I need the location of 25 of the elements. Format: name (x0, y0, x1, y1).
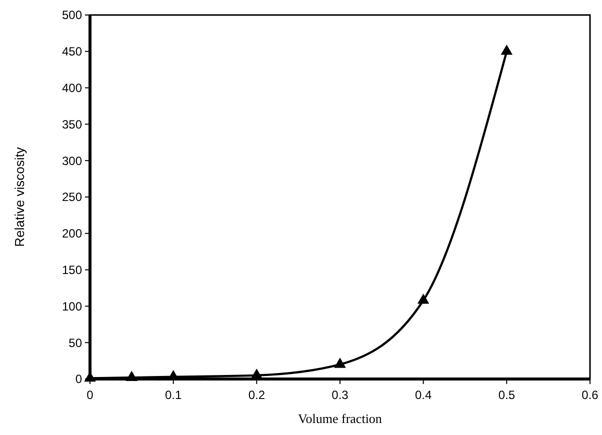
y-tick-label: 350 (62, 117, 82, 132)
x-tick-label: 0.1 (164, 388, 182, 402)
x-tick-label: 0.6 (582, 388, 599, 402)
y-tick-label: 300 (62, 154, 82, 168)
x-tick-label: 0.4 (414, 388, 432, 402)
y-tick-label: 250 (62, 190, 82, 204)
point (417, 294, 430, 304)
y-axis-title: Relative viscosity (12, 146, 27, 247)
y-tick-label: 450 (62, 44, 82, 59)
x-axis-title: Volume fraction (298, 411, 382, 426)
y-tick-label: 400 (62, 81, 82, 95)
y-tick-label: 50 (68, 336, 82, 350)
x-tick-label: 0.5 (498, 388, 516, 402)
x-tick-label: 0.2 (248, 388, 266, 402)
x-tick-label: 0.3 (332, 388, 349, 402)
y-tick-label: 150 (62, 263, 82, 277)
x-tick-label: 0 (86, 388, 94, 402)
y-tick-label: 100 (62, 299, 82, 314)
point (126, 370, 138, 381)
y-tick-label: 200 (62, 226, 82, 241)
point (500, 44, 513, 55)
point (334, 358, 346, 368)
point (250, 368, 263, 379)
y-tick-label: 0 (75, 372, 82, 386)
y-tick-label: 500 (62, 8, 82, 22)
